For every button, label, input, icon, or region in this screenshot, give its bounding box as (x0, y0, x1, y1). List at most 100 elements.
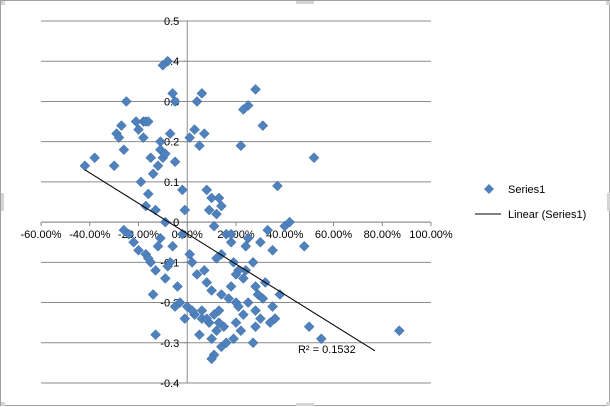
y-tick-label-0: -0.4 (160, 378, 179, 390)
data-point (189, 124, 200, 135)
data-point (308, 152, 320, 164)
data-point (118, 144, 130, 156)
data-point (157, 59, 169, 71)
x-tick-label-5: 40.00% (266, 229, 304, 241)
resize-handle-top[interactable] (296, 1, 314, 4)
data-point (206, 353, 217, 365)
data-point (155, 232, 166, 244)
legend-label-trendline: Linear (Series1) (508, 209, 586, 221)
data-point (211, 252, 222, 264)
data-point (179, 313, 191, 324)
data-point (252, 289, 264, 300)
data-point (235, 140, 247, 152)
y-tick-label-5: 0.1 (164, 177, 179, 189)
data-point (228, 333, 239, 345)
data-point (150, 329, 161, 341)
data-point (133, 124, 144, 135)
data-point (186, 305, 198, 316)
data-point (257, 120, 269, 131)
data-point (194, 329, 205, 341)
data-point (242, 232, 254, 244)
data-point (223, 293, 235, 304)
data-point (206, 333, 217, 345)
resize-handle-bottom-left[interactable] (1, 402, 5, 406)
data-point (191, 269, 203, 280)
data-point (201, 277, 213, 288)
y-tick-label-9: 0.5 (164, 16, 179, 28)
x-tick-labels: -60.00% -40.00% -20.00% 0.00% 20.00% 40.00% 60… (21, 222, 453, 241)
data-point (216, 200, 227, 212)
data-point (198, 128, 210, 139)
data-point (79, 160, 91, 172)
data-point (181, 301, 193, 312)
data-point (250, 281, 261, 292)
data-point (184, 132, 196, 143)
data-point (147, 289, 159, 300)
data-point (164, 128, 176, 139)
data-point (162, 261, 174, 272)
data-point (169, 156, 181, 168)
data-point (172, 281, 183, 292)
data-point (250, 305, 261, 316)
data-point (174, 297, 186, 308)
data-point (142, 252, 154, 264)
data-point (184, 248, 196, 260)
data-point (255, 236, 266, 248)
data-point (194, 140, 205, 152)
resize-handle-bottom-right[interactable] (606, 402, 610, 406)
series1-points (79, 55, 405, 365)
x-tick-label-6: 60.00% (315, 229, 353, 241)
data-point (142, 116, 154, 127)
data-point (240, 240, 252, 252)
data-point (230, 269, 242, 280)
data-point (247, 337, 259, 349)
resize-handle-bottom[interactable] (296, 403, 314, 406)
data-point (272, 180, 283, 192)
data-point (274, 289, 286, 300)
data-point (123, 228, 135, 240)
data-point (167, 240, 178, 252)
x-tick-label-0: -60.00% (21, 229, 62, 241)
data-point (150, 265, 161, 276)
x-tick-label-3: 0.00% (172, 229, 203, 241)
data-point (269, 313, 281, 324)
data-point (201, 313, 213, 324)
legend[interactable]: Series1 Linear (Series1) (475, 184, 586, 221)
data-point (167, 88, 178, 99)
data-point (255, 313, 266, 324)
data-point (196, 305, 208, 316)
data-point (198, 265, 210, 276)
data-point (233, 301, 244, 312)
data-point (237, 309, 249, 320)
data-point (262, 224, 274, 236)
resize-handle-right[interactable] (607, 193, 610, 211)
data-point (250, 84, 261, 95)
data-point (203, 204, 215, 216)
data-point (201, 184, 213, 196)
data-point (237, 104, 249, 115)
data-point (213, 192, 225, 204)
data-point (208, 309, 220, 320)
data-point (159, 148, 171, 160)
data-point (247, 256, 259, 268)
data-point (257, 293, 269, 304)
data-point (206, 192, 217, 204)
data-point (237, 273, 249, 284)
resize-handle-left[interactable] (1, 193, 4, 211)
data-point (250, 321, 261, 333)
data-point (393, 325, 405, 337)
resize-handle-top-left[interactable] (1, 1, 5, 5)
horizontal-gridlines (41, 20, 431, 384)
y-tick-label-6: 0.2 (164, 137, 179, 149)
data-point (130, 116, 142, 127)
data-point (138, 132, 149, 143)
data-point (235, 325, 247, 337)
data-point (284, 216, 295, 228)
data-point (177, 184, 188, 196)
data-point (225, 228, 237, 240)
data-point (120, 96, 132, 107)
resize-handle-top-right[interactable] (606, 1, 610, 5)
